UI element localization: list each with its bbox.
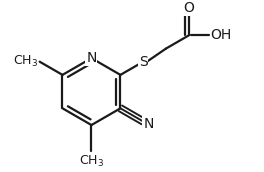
Text: CH$_3$: CH$_3$: [12, 54, 38, 69]
Text: O: O: [183, 1, 194, 15]
Text: OH: OH: [210, 28, 232, 42]
Text: S: S: [139, 55, 148, 69]
Text: N: N: [86, 51, 97, 65]
Text: N: N: [143, 116, 153, 131]
Text: CH$_3$: CH$_3$: [79, 153, 104, 169]
